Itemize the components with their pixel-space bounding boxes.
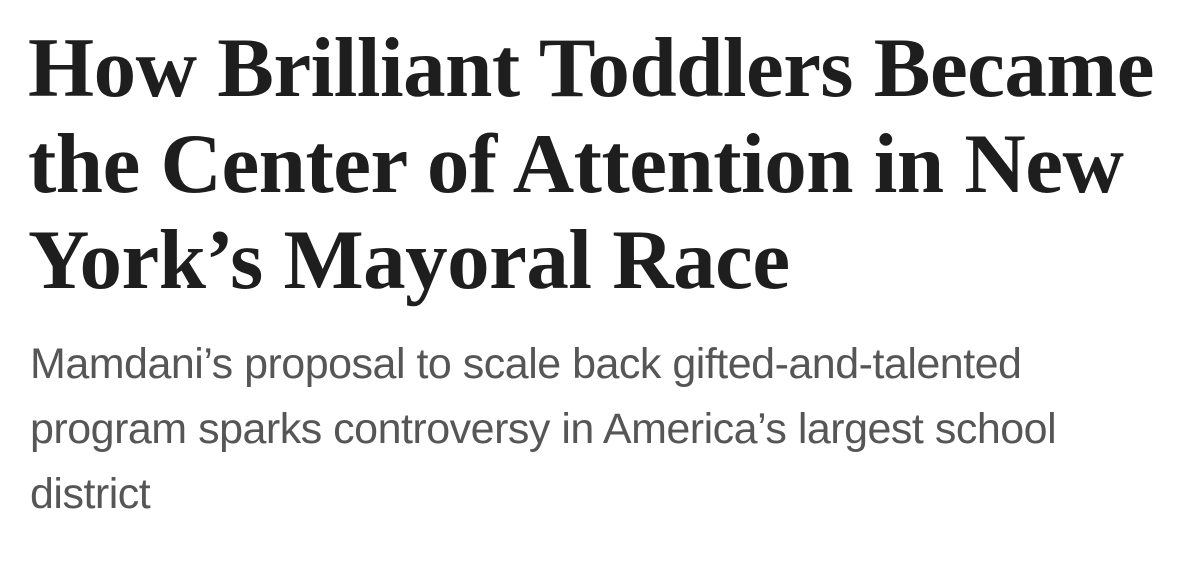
article-headline: How Brilliant Toddlers Became the Center… [28, 20, 1184, 308]
subheadline-line-1: Mamdani’s proposal to scale back gifted-… [30, 340, 1022, 388]
headline-line-2: the Center of Attention in New [28, 117, 1124, 211]
subheadline-line-2: program sparks controversy in America’s … [30, 405, 1057, 453]
article-header: How Brilliant Toddlers Became the Center… [28, 20, 1184, 527]
headline-line-3: York’s Mayoral Race [28, 213, 790, 307]
subheadline-line-3: district [30, 470, 151, 518]
headline-line-1: How Brilliant Toddlers Became [28, 21, 1154, 115]
article-subheadline: Mamdani’s proposal to scale back gifted-… [30, 332, 1184, 527]
